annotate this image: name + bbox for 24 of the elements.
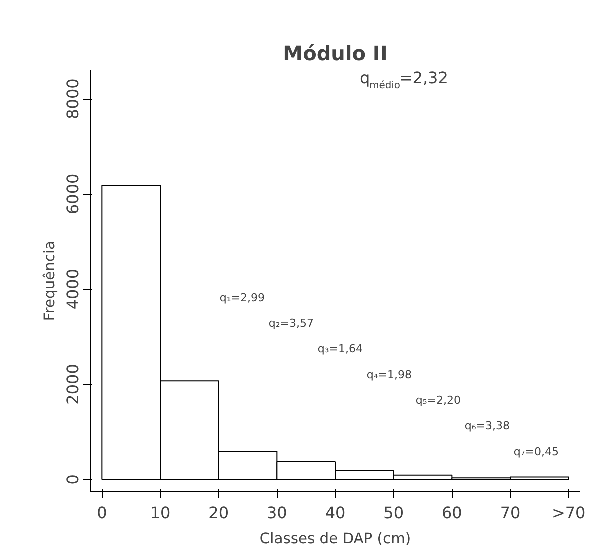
annotation: q₄=1,98 [366, 368, 412, 382]
annotation: q₆=3,38 [464, 420, 510, 433]
x-tick-label: >70 [552, 504, 586, 522]
x-tick-label: 10 [150, 504, 171, 522]
x-tick-label: 30 [266, 504, 288, 522]
y-tick-label: 6000 [64, 174, 82, 215]
y-tick-label: 4000 [64, 268, 82, 310]
y-tick-label: 8000 [64, 78, 82, 120]
annotation: q₁=2,99 [220, 291, 265, 304]
x-tick-label: 60 [442, 504, 462, 522]
annotation: q₅=2,20 [416, 394, 461, 408]
y-axis-title: Frequência [42, 240, 58, 322]
x-tick-label: 40 [325, 504, 346, 522]
x-tick-label: 0 [97, 504, 108, 522]
x-axis-title: Classes de DAP (cm) [260, 530, 412, 548]
annotation: q₇=0,45 [514, 445, 559, 458]
x-tick-label: 20 [208, 504, 230, 522]
annotation: q₂=3,57 [268, 317, 314, 330]
y-tick-label: 0 [64, 474, 82, 485]
x-tick-label: 50 [384, 504, 404, 522]
chart-title: Módulo II [283, 42, 388, 66]
y-tick-label: 2000 [64, 364, 82, 405]
annotation: q₃=1,64 [318, 342, 363, 356]
x-tick-label: 70 [500, 504, 521, 522]
